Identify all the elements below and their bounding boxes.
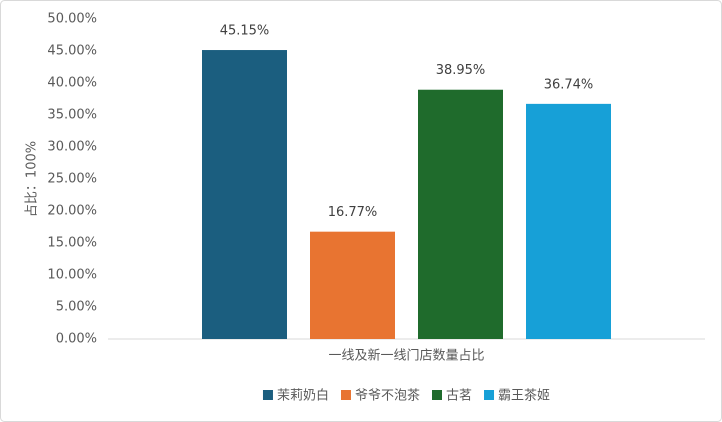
y-tick-label: 45.00% (47, 44, 97, 59)
y-tick-label: 20.00% (47, 204, 97, 219)
legend-swatch (432, 390, 442, 400)
y-tick-label: 0.00% (56, 332, 97, 347)
value-label: 36.74% (544, 77, 594, 92)
bar (418, 89, 503, 339)
value-label: 45.15% (220, 24, 270, 39)
y-axis-title: 占比：100% (25, 141, 40, 217)
legend-label: 茉莉奶白 (277, 388, 329, 404)
bar (310, 231, 395, 339)
bar (202, 50, 287, 339)
legend-label: 爷爷不泡茶 (355, 388, 420, 404)
legend-swatch (340, 390, 351, 400)
y-tick-label: 50.00% (47, 12, 97, 27)
legend-swatch (262, 390, 273, 400)
value-label: 38.95% (436, 63, 486, 78)
y-tick-label: 40.00% (47, 76, 97, 91)
y-tick-label: 35.00% (47, 108, 97, 123)
legend-label: 古茗 (446, 389, 472, 404)
bar (526, 103, 611, 339)
legend-label: 霸王茶姬 (498, 388, 550, 404)
y-tick-label: 5.00% (56, 300, 97, 315)
y-tick-label: 10.00% (47, 268, 97, 283)
legend-swatch (484, 390, 495, 400)
y-tick-label: 30.00% (47, 140, 97, 155)
x-tick-label: 一线及新一线门店数量占比 (328, 348, 484, 364)
y-tick-label: 25.00% (47, 172, 97, 187)
y-tick-label: 15.00% (47, 236, 97, 251)
value-label: 16.77% (328, 205, 378, 220)
